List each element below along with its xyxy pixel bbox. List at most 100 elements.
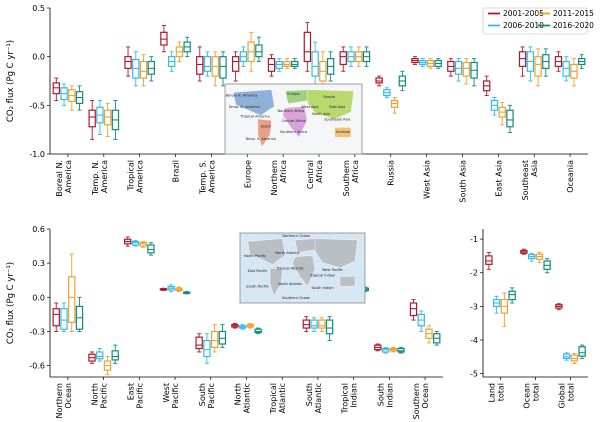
box-2001-2005 xyxy=(483,75,491,97)
box-2006-2010 xyxy=(490,97,499,116)
category-label-line: West xyxy=(162,383,171,403)
box-2016-2020 xyxy=(111,344,119,364)
map-region-label: Temp. N. America xyxy=(228,105,260,109)
box-2006-2010 xyxy=(347,46,355,67)
box-body xyxy=(339,51,347,66)
box-body xyxy=(255,44,263,58)
category-label-line: Russia xyxy=(387,160,396,186)
legend-label: 2006-2010 xyxy=(503,21,544,30)
box-2001-2005 xyxy=(302,316,311,332)
box-2001-2005 xyxy=(88,100,96,140)
map-north-america xyxy=(232,89,275,116)
box-2011-2015 xyxy=(534,48,542,87)
box-2001-2005 xyxy=(267,54,276,77)
box-2006-2010 xyxy=(526,46,535,82)
land-regions-map: Boreal N. America Temp. N. America Tropica… xyxy=(224,83,363,155)
category-label-line: Southern xyxy=(342,160,351,196)
category-label: WestPacific xyxy=(162,383,180,408)
category-label-line: Pacific xyxy=(207,383,216,408)
land-regions-plot: -1.0 -0.5 0.0 0.5 CO₂ flux (Pg C yr⁻¹) Boreal… xyxy=(6,4,588,203)
map-oceania xyxy=(339,276,356,287)
category-label: SouthAtlantic xyxy=(305,383,323,413)
box-2006-2010 xyxy=(167,51,176,72)
category-label: East Asia xyxy=(494,160,503,197)
map-region-label: Central Africa xyxy=(282,119,306,123)
map-region-label: South Pacific xyxy=(246,285,268,289)
y-tick-label: 0.3 xyxy=(32,259,45,268)
category-label-line: Africa xyxy=(279,160,288,183)
box-2001-2005 xyxy=(52,77,61,101)
category-label-line: Temp. S. xyxy=(198,160,207,195)
box-2001-2005 xyxy=(160,25,168,53)
category-label-line: Oceania xyxy=(566,160,575,193)
box-2001-2005 xyxy=(123,236,132,247)
box-2011-2015 xyxy=(210,324,219,353)
box-2016-2020 xyxy=(506,104,514,134)
box-2011-2015 xyxy=(68,253,76,332)
box-2001-2005 xyxy=(231,51,240,82)
map-region-label: Tropical Indian xyxy=(309,273,335,277)
legend-label: 2001-2005 xyxy=(503,9,544,18)
category-label-line: total xyxy=(567,383,576,401)
box-2001-2005 xyxy=(124,46,132,77)
category-label-line: Ocean xyxy=(421,383,430,409)
map-region-label: Europe xyxy=(287,92,299,96)
category-label: Europe xyxy=(243,160,252,188)
category-label: NorthAtlantic xyxy=(234,383,252,413)
legend-frame xyxy=(482,7,588,35)
box-2016-2020 xyxy=(362,46,371,67)
box-body xyxy=(68,276,76,323)
category-label-line: Atlantic xyxy=(314,383,323,413)
map-oceania xyxy=(334,127,352,138)
y-tick-label: 0.6 xyxy=(32,225,45,234)
box-2011-2015 xyxy=(175,286,183,293)
y-axis-label: CO₂ flux (Pg C yr⁻¹) xyxy=(6,40,16,122)
map-region-label: Northern Africa xyxy=(277,109,304,113)
box-2001-2005 xyxy=(518,46,527,77)
category-label-line: America xyxy=(64,160,73,193)
category-label-line: Europe xyxy=(243,160,252,188)
box-2016-2020 xyxy=(218,324,227,348)
box-2006-2010 xyxy=(132,51,140,87)
box-2016-2020 xyxy=(433,331,441,346)
category-label-line: Boreal N. xyxy=(55,160,64,197)
category-label: SouthIndian xyxy=(376,383,394,408)
box-body xyxy=(196,56,204,75)
box-2006-2010 xyxy=(203,333,211,364)
category-label-line: Atlantic xyxy=(243,383,252,413)
box-2006-2010 xyxy=(60,302,68,332)
category-label: NorthernAfrica xyxy=(270,160,288,196)
category-label: Boreal N.America xyxy=(55,160,73,197)
map-south-america xyxy=(257,118,272,148)
y-tick-label: -0.6 xyxy=(29,362,45,371)
box-2001-2005 xyxy=(52,302,60,332)
map-region-label: Southeast Asia xyxy=(324,117,350,121)
box-2016-2020 xyxy=(326,51,335,82)
map-region-label: South Atlantic xyxy=(278,282,303,286)
category-label: South Asia xyxy=(458,160,467,203)
box-body xyxy=(325,319,334,335)
box-2001-2005 xyxy=(88,351,96,364)
box-2016-2020 xyxy=(147,56,155,82)
box-2006-2010 xyxy=(311,41,319,87)
box-2001-2005 xyxy=(231,323,239,329)
map-africa xyxy=(292,255,316,287)
box-2016-2020 xyxy=(578,344,586,359)
box-body xyxy=(303,31,312,63)
category-label: Temp. N.America xyxy=(91,160,109,196)
box-body xyxy=(302,319,311,329)
box-body xyxy=(508,290,516,301)
category-label: EastPacific xyxy=(126,383,144,408)
map-region-label: South Asia xyxy=(312,112,331,116)
map-south-america xyxy=(269,267,283,297)
y-tick-label: -0.5 xyxy=(29,101,45,110)
box-body xyxy=(311,51,319,77)
ocean-regions-plot: -0.6 -0.3 0.0 0.3 0.6 CO₂ flux (Pg C yr⁻¹) Nor… xyxy=(6,225,443,419)
box-2016-2020 xyxy=(325,316,334,342)
box-2006-2010 xyxy=(381,346,390,354)
box-2006-2010 xyxy=(454,58,463,82)
category-label: Russia xyxy=(387,160,396,186)
category-label: CentralAfrica xyxy=(306,160,324,189)
map-region-label: Southern Africa xyxy=(280,130,307,134)
